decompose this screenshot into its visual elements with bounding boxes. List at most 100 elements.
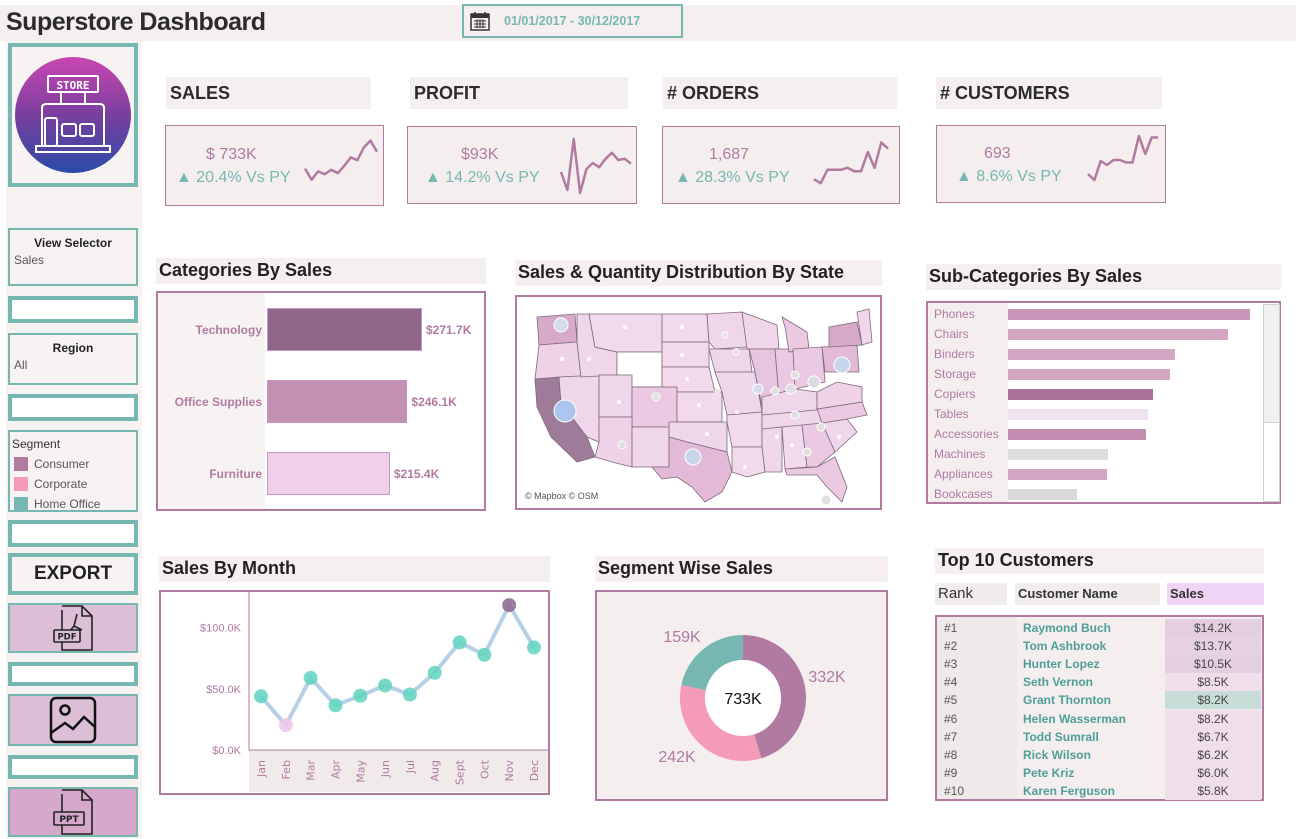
subcategory-bar[interactable]	[1008, 389, 1153, 400]
map-canvas[interactable]	[517, 297, 880, 508]
table-row[interactable]: #4 Seth Vernon $8.5K	[937, 673, 1262, 692]
view-selector-value[interactable]: Sales	[14, 253, 45, 267]
customer-name-cell[interactable]: Hunter Lopez	[1023, 657, 1100, 672]
donut-canvas: 332K 242K 159K 733K	[658, 629, 846, 766]
subcategory-bar[interactable]	[1008, 429, 1146, 440]
subcategory-bar[interactable]	[1008, 349, 1176, 360]
table-row[interactable]: #7 Todd Sumrall $6.7K	[937, 727, 1262, 746]
map-attribution[interactable]: © Mapbox © OSM	[523, 490, 601, 502]
subcategory-bar[interactable]	[1008, 369, 1171, 380]
sales-cell: $13.7K	[1165, 637, 1261, 656]
rank-cell: #10	[944, 783, 965, 798]
kpi-value: 1,687	[709, 146, 750, 163]
export-image-button[interactable]	[8, 694, 138, 746]
rank-cell: #1	[944, 621, 958, 635]
rank-cell: #4	[944, 675, 958, 690]
customer-name-cell[interactable]: Tom Ashbrook	[1023, 639, 1107, 654]
month-point[interactable]	[328, 698, 343, 713]
customer-name-cell[interactable]: Karen Ferguson	[1023, 783, 1116, 798]
category-value-label: $271.7K	[426, 323, 472, 337]
table-row[interactable]: #2 Tom Ashbrook $13.7K	[937, 637, 1262, 656]
month-point[interactable]	[477, 647, 492, 662]
date-range-filter[interactable]: 01/01/2017 - 30/12/2017	[462, 4, 683, 38]
state-ar	[726, 411, 763, 448]
spacer	[8, 755, 138, 779]
customer-name-cell[interactable]: Grant Thornton	[1023, 693, 1111, 708]
sales-line	[259, 600, 536, 729]
subcategory-bar[interactable]	[1008, 469, 1107, 480]
scrollbar-track[interactable]	[1263, 304, 1280, 502]
table-row[interactable]: #3 Hunter Lopez $10.5K	[937, 655, 1262, 674]
customer-name-cell[interactable]: Helen Wasserman	[1023, 711, 1126, 726]
categories-title: Categories By Sales	[156, 258, 486, 284]
kpi-sparkline	[813, 141, 889, 185]
category-label: Technology	[195, 323, 262, 337]
spacer	[8, 662, 138, 686]
table-row[interactable]: #8 Rick Wilson $6.2K	[937, 745, 1262, 764]
table-row[interactable]: #10 Karen Ferguson $5.8K	[937, 781, 1262, 800]
export-ppt-button[interactable]: PPT	[8, 787, 138, 837]
subcategory-bar[interactable]	[1008, 409, 1148, 420]
view-selector[interactable]: View Selector Sales	[8, 228, 138, 286]
donut-slice[interactable]	[681, 635, 743, 691]
subcategory-label: Accessories	[934, 427, 999, 441]
legend-label: Corporate	[34, 477, 88, 491]
column-header-customer-name[interactable]: Customer Name	[1015, 583, 1160, 605]
month-point[interactable]	[502, 598, 517, 613]
legend-item-consumer[interactable]: Consumer	[14, 454, 136, 474]
x-tick-label: Mar	[305, 760, 318, 781]
month-point[interactable]	[378, 678, 393, 693]
customer-name-cell[interactable]: Todd Sumrall	[1023, 729, 1099, 744]
category-bar[interactable]	[267, 452, 390, 495]
image-icon	[49, 696, 97, 744]
donut-slice[interactable]	[680, 684, 762, 761]
customer-name-cell[interactable]: Rick Wilson	[1023, 747, 1091, 762]
table-row[interactable]: #5 Grant Thornton $8.2K	[937, 691, 1262, 710]
us-state-map[interactable]: © Mapbox © OSM	[515, 295, 882, 510]
kpi-sparkline	[1087, 134, 1158, 182]
table-row[interactable]: #9 Pete Kriz $6.0K	[937, 763, 1262, 782]
line-chart-canvas: $0.0K $50.0K $100.0K Jan Feb Mar Apr May Jun Jul A…	[200, 592, 548, 792]
category-bar[interactable]	[267, 308, 422, 351]
legend-item-corporate[interactable]: Corporate	[14, 474, 136, 494]
region-filter[interactable]: Region All	[8, 333, 138, 385]
state-fl	[784, 456, 848, 503]
customer-name-cell[interactable]: Pete Kriz	[1023, 765, 1075, 780]
column-header-rank[interactable]: Rank	[935, 583, 1007, 605]
state-ks	[676, 391, 723, 423]
month-point[interactable]	[353, 688, 368, 703]
subcategory-axis-band	[928, 303, 1008, 502]
subcategories-bar-chart: Phones Chairs Binders Storage Copiers Tables A…	[926, 301, 1281, 504]
donut-slice[interactable]	[743, 635, 807, 759]
subcategory-label: Phones	[934, 307, 975, 321]
legend-item-home-office[interactable]: Home Office	[14, 494, 136, 514]
subcategory-bar[interactable]	[1008, 489, 1077, 500]
subcategory-bar[interactable]	[1008, 449, 1108, 460]
kpi-title-profit: PROFIT	[410, 77, 628, 109]
kpi-change: ▲ 14.2% Vs PY	[425, 169, 540, 186]
x-tick-label: Sept	[454, 759, 467, 785]
month-point[interactable]	[303, 670, 318, 685]
customer-name-cell[interactable]: Raymond Buch	[1023, 621, 1112, 635]
month-point[interactable]	[402, 687, 417, 702]
category-bar[interactable]	[267, 380, 408, 423]
top-customers-table: #1 Raymond Buch $14.2K #2 Tom Ashbrook $13.7K…	[935, 615, 1264, 801]
month-point[interactable]	[254, 689, 268, 704]
table-row[interactable]: #6 Helen Wasserman $8.2K	[937, 709, 1262, 728]
month-point[interactable]	[527, 640, 541, 655]
subcategory-bar[interactable]	[1008, 329, 1228, 340]
month-point[interactable]	[452, 635, 467, 650]
customer-name-cell[interactable]: Seth Vernon	[1023, 675, 1094, 690]
column-header-sales[interactable]: Sales	[1167, 583, 1264, 605]
table-row[interactable]: #1 Raymond Buch $14.2K	[937, 619, 1262, 637]
month-point[interactable]	[427, 665, 442, 680]
subcategory-bar[interactable]	[1008, 309, 1250, 320]
state-ny	[828, 321, 863, 348]
rank-column-band	[937, 617, 1017, 799]
scrollbar-thumb[interactable]	[1264, 305, 1279, 423]
month-point[interactable]	[278, 718, 293, 733]
rank-cell: #3	[944, 657, 958, 672]
region-filter-value[interactable]: All	[14, 358, 28, 372]
legend-swatch	[14, 497, 28, 511]
export-pdf-button[interactable]: PDF	[8, 603, 138, 653]
